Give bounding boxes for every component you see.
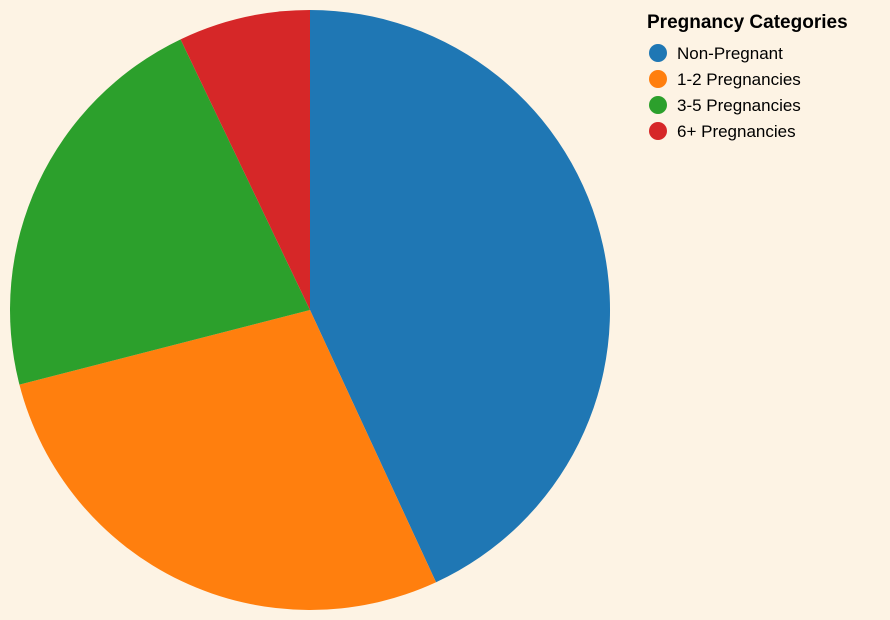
legend-swatch-3-5-pregnancies — [649, 96, 667, 114]
pie-slice-6-pregnancies — [180, 10, 310, 310]
legend-label-6-pregnancies: 6+ Pregnancies — [677, 122, 796, 141]
legend-item-non-pregnant: Non-Pregnant — [649, 44, 783, 63]
legend-swatch-6-pregnancies — [649, 122, 667, 140]
legend-label-3-5-pregnancies: 3-5 Pregnancies — [677, 96, 801, 115]
legend-title: Pregnancy Categories — [647, 12, 848, 33]
legend-item-3-5-pregnancies: 3-5 Pregnancies — [649, 96, 801, 115]
pie-slice-1-2-pregnancies — [19, 310, 437, 611]
legend: Pregnancy Categories Non-Pregnant 1-2 Pre… — [647, 12, 848, 141]
legend-label-non-pregnant: Non-Pregnant — [677, 44, 783, 63]
legend-label-1-2-pregnancies: 1-2 Pregnancies — [677, 70, 801, 89]
pie-slice-non-pregnant — [310, 9, 611, 583]
legend-item-1-2-pregnancies: 1-2 Pregnancies — [649, 70, 801, 89]
legend-item-6-pregnancies: 6+ Pregnancies — [649, 122, 796, 141]
legend-swatch-1-2-pregnancies — [649, 70, 667, 88]
pie-slice-3-5-pregnancies — [10, 39, 311, 385]
pie-slices — [10, 9, 611, 611]
legend-swatch-non-pregnant — [649, 44, 667, 62]
